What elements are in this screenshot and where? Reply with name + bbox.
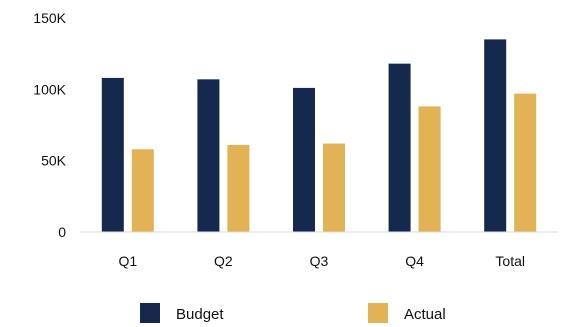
bar-budget-total <box>484 39 507 233</box>
legend-swatch-budget <box>140 303 160 323</box>
bar-actual-q3 <box>323 143 345 232</box>
legend-label-actual: Actual <box>404 306 446 323</box>
y-tick-label: 0 <box>58 224 66 240</box>
y-tick-label: 50K <box>41 153 67 169</box>
bar-budget-q2 <box>197 79 220 232</box>
y-tick-label: 100K <box>33 81 66 97</box>
y-axis: 0 50K 100K 150K <box>33 10 66 240</box>
x-tick-label: Q1 <box>118 253 137 269</box>
x-axis: Q1 Q2 Q3 Q4 Total <box>118 253 525 269</box>
bar-actual-total <box>514 93 537 232</box>
legend: Budget Actual <box>140 303 446 323</box>
legend-swatch-actual <box>368 303 388 323</box>
x-tick-label: Q4 <box>405 253 424 269</box>
bars <box>101 39 537 233</box>
bar-budget-q3 <box>293 87 315 232</box>
bar-budget-q4 <box>388 63 411 232</box>
bar-actual-q1 <box>131 149 154 232</box>
x-tick-label: Q2 <box>214 253 233 269</box>
y-tick-label: 150K <box>33 10 66 26</box>
x-tick-label: Total <box>495 253 525 269</box>
legend-label-budget: Budget <box>176 306 224 323</box>
bar-budget-q1 <box>101 77 124 232</box>
x-tick-label: Q3 <box>310 253 329 269</box>
bar-actual-q2 <box>227 144 250 232</box>
bar-actual-q4 <box>418 106 441 232</box>
